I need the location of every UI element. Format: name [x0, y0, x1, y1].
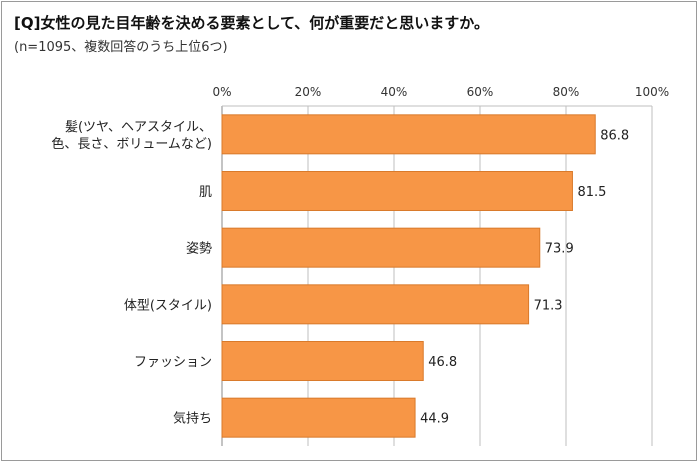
category-label: 姿勢	[186, 241, 212, 257]
x-tick-label: 20%	[295, 85, 322, 99]
category-label: 色、長さ、ボリュームなど)	[51, 136, 212, 152]
x-tick-label: 100%	[635, 85, 669, 99]
bar	[221, 171, 573, 211]
data-label: 73.9	[545, 242, 574, 257]
data-label: 86.8	[600, 128, 629, 143]
bar	[221, 114, 596, 155]
x-tick-label: 60%	[467, 85, 494, 99]
data-label: 44.9	[420, 412, 449, 427]
bar	[221, 227, 541, 268]
x-tick-label: 40%	[381, 85, 408, 99]
category-label: 髪(ツヤ、ヘアスタイル、	[65, 120, 212, 135]
category-label: 気持ち	[173, 411, 212, 427]
bar	[221, 397, 416, 438]
data-label: 71.3	[534, 298, 563, 313]
category-label: 肌	[199, 185, 212, 200]
category-label: ファッション	[134, 355, 212, 370]
chart-title: [Q]女性の見た目年齢を決める要素として、何が重要だと思いますか。	[14, 14, 489, 32]
bar	[221, 341, 424, 381]
x-tick-label: 0%	[212, 85, 231, 99]
category-label: 体型(スタイル)	[124, 298, 212, 313]
bar	[221, 284, 530, 325]
data-label: 46.8	[428, 355, 457, 370]
x-tick-label: 80%	[553, 85, 580, 99]
data-label: 81.5	[577, 185, 606, 200]
chart-subtitle: (n=1095、複数回答のうち上位6つ)	[14, 40, 228, 55]
